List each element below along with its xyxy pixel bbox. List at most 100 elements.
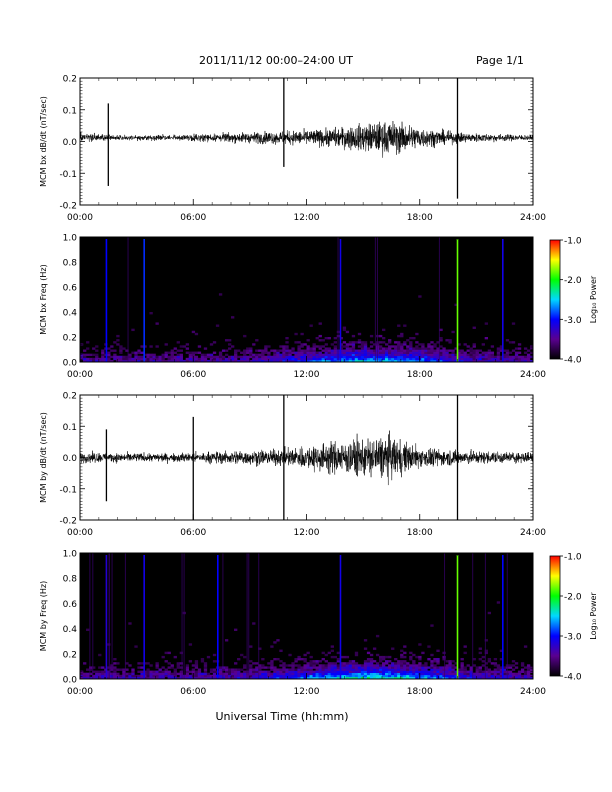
spectrogram-cell bbox=[258, 674, 262, 678]
spectrogram-cell bbox=[131, 674, 135, 678]
spectrogram-cell bbox=[237, 676, 241, 680]
spectrogram-cell bbox=[107, 357, 111, 361]
spectrogram-cell bbox=[372, 343, 377, 346]
spectrogram-cell bbox=[249, 676, 253, 680]
spectrogram-cell bbox=[357, 332, 362, 336]
spectrogram-cell bbox=[400, 662, 404, 665]
spectrogram-cell bbox=[454, 670, 458, 673]
spectrogram-cell bbox=[327, 674, 331, 678]
spectrogram-cell bbox=[249, 672, 253, 676]
spectrogram-cell bbox=[523, 666, 528, 669]
spectrogram-cell bbox=[475, 668, 479, 671]
spectrogram-cell bbox=[430, 664, 434, 667]
spectrogram-cell bbox=[520, 670, 525, 673]
spectrogram-cell bbox=[179, 676, 183, 680]
spectrogram-cell bbox=[427, 359, 431, 363]
spectrogram-cell bbox=[369, 664, 374, 667]
spectrogram-cell bbox=[231, 670, 235, 673]
spectrogram-cell bbox=[366, 357, 371, 361]
spectrogram-cell bbox=[215, 357, 220, 361]
spectrogram-cell bbox=[98, 653, 102, 657]
spectrogram-cell bbox=[318, 347, 322, 350]
spectrogram-cell bbox=[182, 345, 186, 348]
spectrogram-cell bbox=[249, 674, 253, 678]
spectrogram-cell bbox=[309, 672, 313, 676]
spectrogram-cell bbox=[487, 658, 492, 661]
spectrogram-cell bbox=[439, 676, 443, 680]
spectrogram-cell bbox=[306, 353, 310, 357]
y-tick-label: 0.1 bbox=[63, 423, 77, 433]
spectrogram-cell bbox=[279, 353, 283, 357]
spectrogram-cell bbox=[412, 347, 416, 350]
spectrogram-cell bbox=[252, 668, 256, 671]
spectrogram-cell bbox=[454, 676, 458, 680]
spectrogram-cell bbox=[318, 339, 322, 342]
spectrogram-cell bbox=[321, 674, 325, 678]
spectrogram-cell bbox=[309, 664, 313, 667]
spectrogram-cell bbox=[409, 353, 413, 357]
spectrogram-cell bbox=[430, 672, 434, 676]
spectrogram-cell bbox=[324, 347, 328, 350]
spectrogram-cell bbox=[403, 676, 407, 680]
y-tick-label: 0.0 bbox=[63, 454, 78, 464]
spectrogram-cell bbox=[433, 668, 437, 671]
spectrogram-cell bbox=[318, 668, 322, 671]
spectrogram-cell bbox=[294, 672, 298, 676]
spectrogram-cell bbox=[113, 341, 117, 344]
spectrogram-cell bbox=[342, 345, 347, 348]
spectrogram-cell bbox=[306, 662, 310, 665]
spectrogram-cell bbox=[330, 649, 334, 652]
spectrogram-cell bbox=[363, 353, 368, 357]
spectrogram-cell bbox=[357, 359, 362, 363]
spectrogram-cell bbox=[333, 676, 337, 680]
spectrogram-cell bbox=[487, 359, 492, 363]
spectrogram-cell bbox=[140, 674, 144, 678]
spectrogram-cell bbox=[409, 668, 413, 671]
spectrogram-cell bbox=[212, 357, 217, 361]
spectrogram-cell bbox=[209, 670, 214, 673]
spectrogram-cell bbox=[397, 347, 401, 350]
spectrogram-cell bbox=[312, 674, 316, 678]
spectrogram-cell bbox=[514, 357, 519, 361]
spectrogram-cell bbox=[306, 359, 310, 363]
spectrogram-cell bbox=[505, 349, 510, 352]
spectrogram-cell bbox=[466, 355, 470, 359]
spectrogram-cell bbox=[333, 355, 337, 359]
spectrogram-cell bbox=[496, 351, 501, 354]
spectrogram-cell bbox=[164, 355, 168, 359]
spectrogram-cell bbox=[439, 359, 443, 363]
spectrogram-cell bbox=[400, 674, 404, 678]
spectrogram-cell bbox=[433, 658, 437, 661]
spectrogram-cell bbox=[451, 664, 455, 667]
spectrogram-cell bbox=[345, 674, 350, 678]
spectrogram-cell bbox=[499, 355, 504, 359]
spectrogram-cell bbox=[303, 674, 307, 678]
spectrogram-cell bbox=[264, 670, 268, 673]
spectrogram-cell bbox=[442, 353, 446, 357]
spectrogram-cell bbox=[523, 645, 528, 648]
spectrogram-cell bbox=[273, 351, 277, 354]
spectrogram-cell bbox=[484, 651, 488, 655]
spectrogram-cell bbox=[161, 359, 165, 363]
spectrogram-cell bbox=[409, 674, 413, 678]
spectrogram-cell bbox=[433, 664, 437, 667]
spectrogram-cell bbox=[418, 670, 422, 673]
spectrogram-cell bbox=[382, 662, 386, 665]
spectrogram-cell bbox=[496, 666, 501, 669]
spectrogram-cell bbox=[176, 353, 180, 357]
spectrogram-cell bbox=[499, 349, 504, 352]
spectrogram-cell bbox=[427, 357, 431, 361]
spectrogram-cell bbox=[415, 332, 419, 336]
spectrogram-cell bbox=[243, 359, 247, 363]
spectrogram-cell bbox=[372, 672, 377, 676]
spectrogram-cell bbox=[454, 357, 458, 361]
spectrogram-cell bbox=[182, 359, 186, 363]
spectrogram-cell bbox=[466, 349, 470, 352]
spectrogram-cell bbox=[394, 341, 398, 344]
spectrogram-cell bbox=[523, 674, 528, 678]
spectrogram-cell bbox=[140, 357, 144, 361]
spectrogram-cell bbox=[378, 355, 383, 359]
spectrogram-cell bbox=[83, 355, 87, 359]
spectrogram-cell bbox=[300, 666, 304, 669]
spectrogram-cell bbox=[276, 353, 280, 357]
